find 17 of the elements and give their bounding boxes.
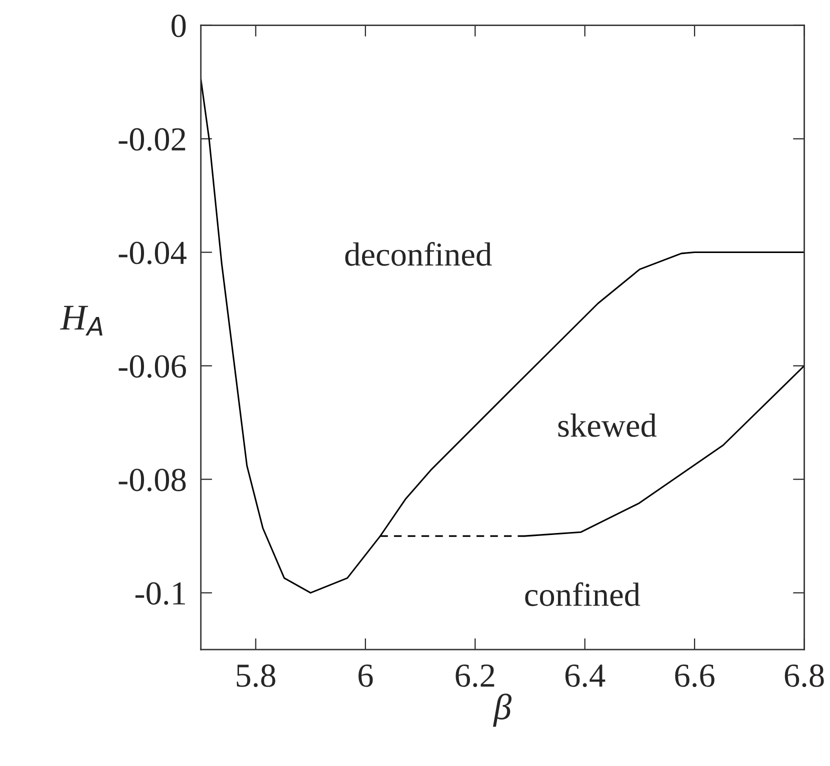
y-tick-label: -0.06 — [118, 355, 186, 378]
y-tick-label: -0.08 — [118, 468, 186, 492]
x-tick-label: 6.6 — [675, 664, 714, 688]
y-tick-label: -0.1 — [135, 582, 185, 605]
annotation: skewed — [558, 413, 657, 437]
x-axis-title: β — [492, 694, 512, 727]
y-tick-label: -0.04 — [118, 242, 186, 264]
x-tick-label: 5.8 — [236, 664, 276, 688]
x-tick-label: 6.4 — [565, 664, 606, 688]
annotation: deconfined — [345, 242, 492, 266]
x-tick-label: 6.8 — [784, 664, 824, 688]
y-tick-label: -0.02 — [118, 128, 186, 151]
x-tick-label: 6 — [358, 664, 373, 687]
annotation: confined — [525, 582, 640, 606]
y-tick-label: 0 — [172, 14, 186, 38]
x-tick-label: 6.2 — [456, 664, 494, 688]
y-axis-title: H$_{A}$ — [60, 306, 102, 336]
